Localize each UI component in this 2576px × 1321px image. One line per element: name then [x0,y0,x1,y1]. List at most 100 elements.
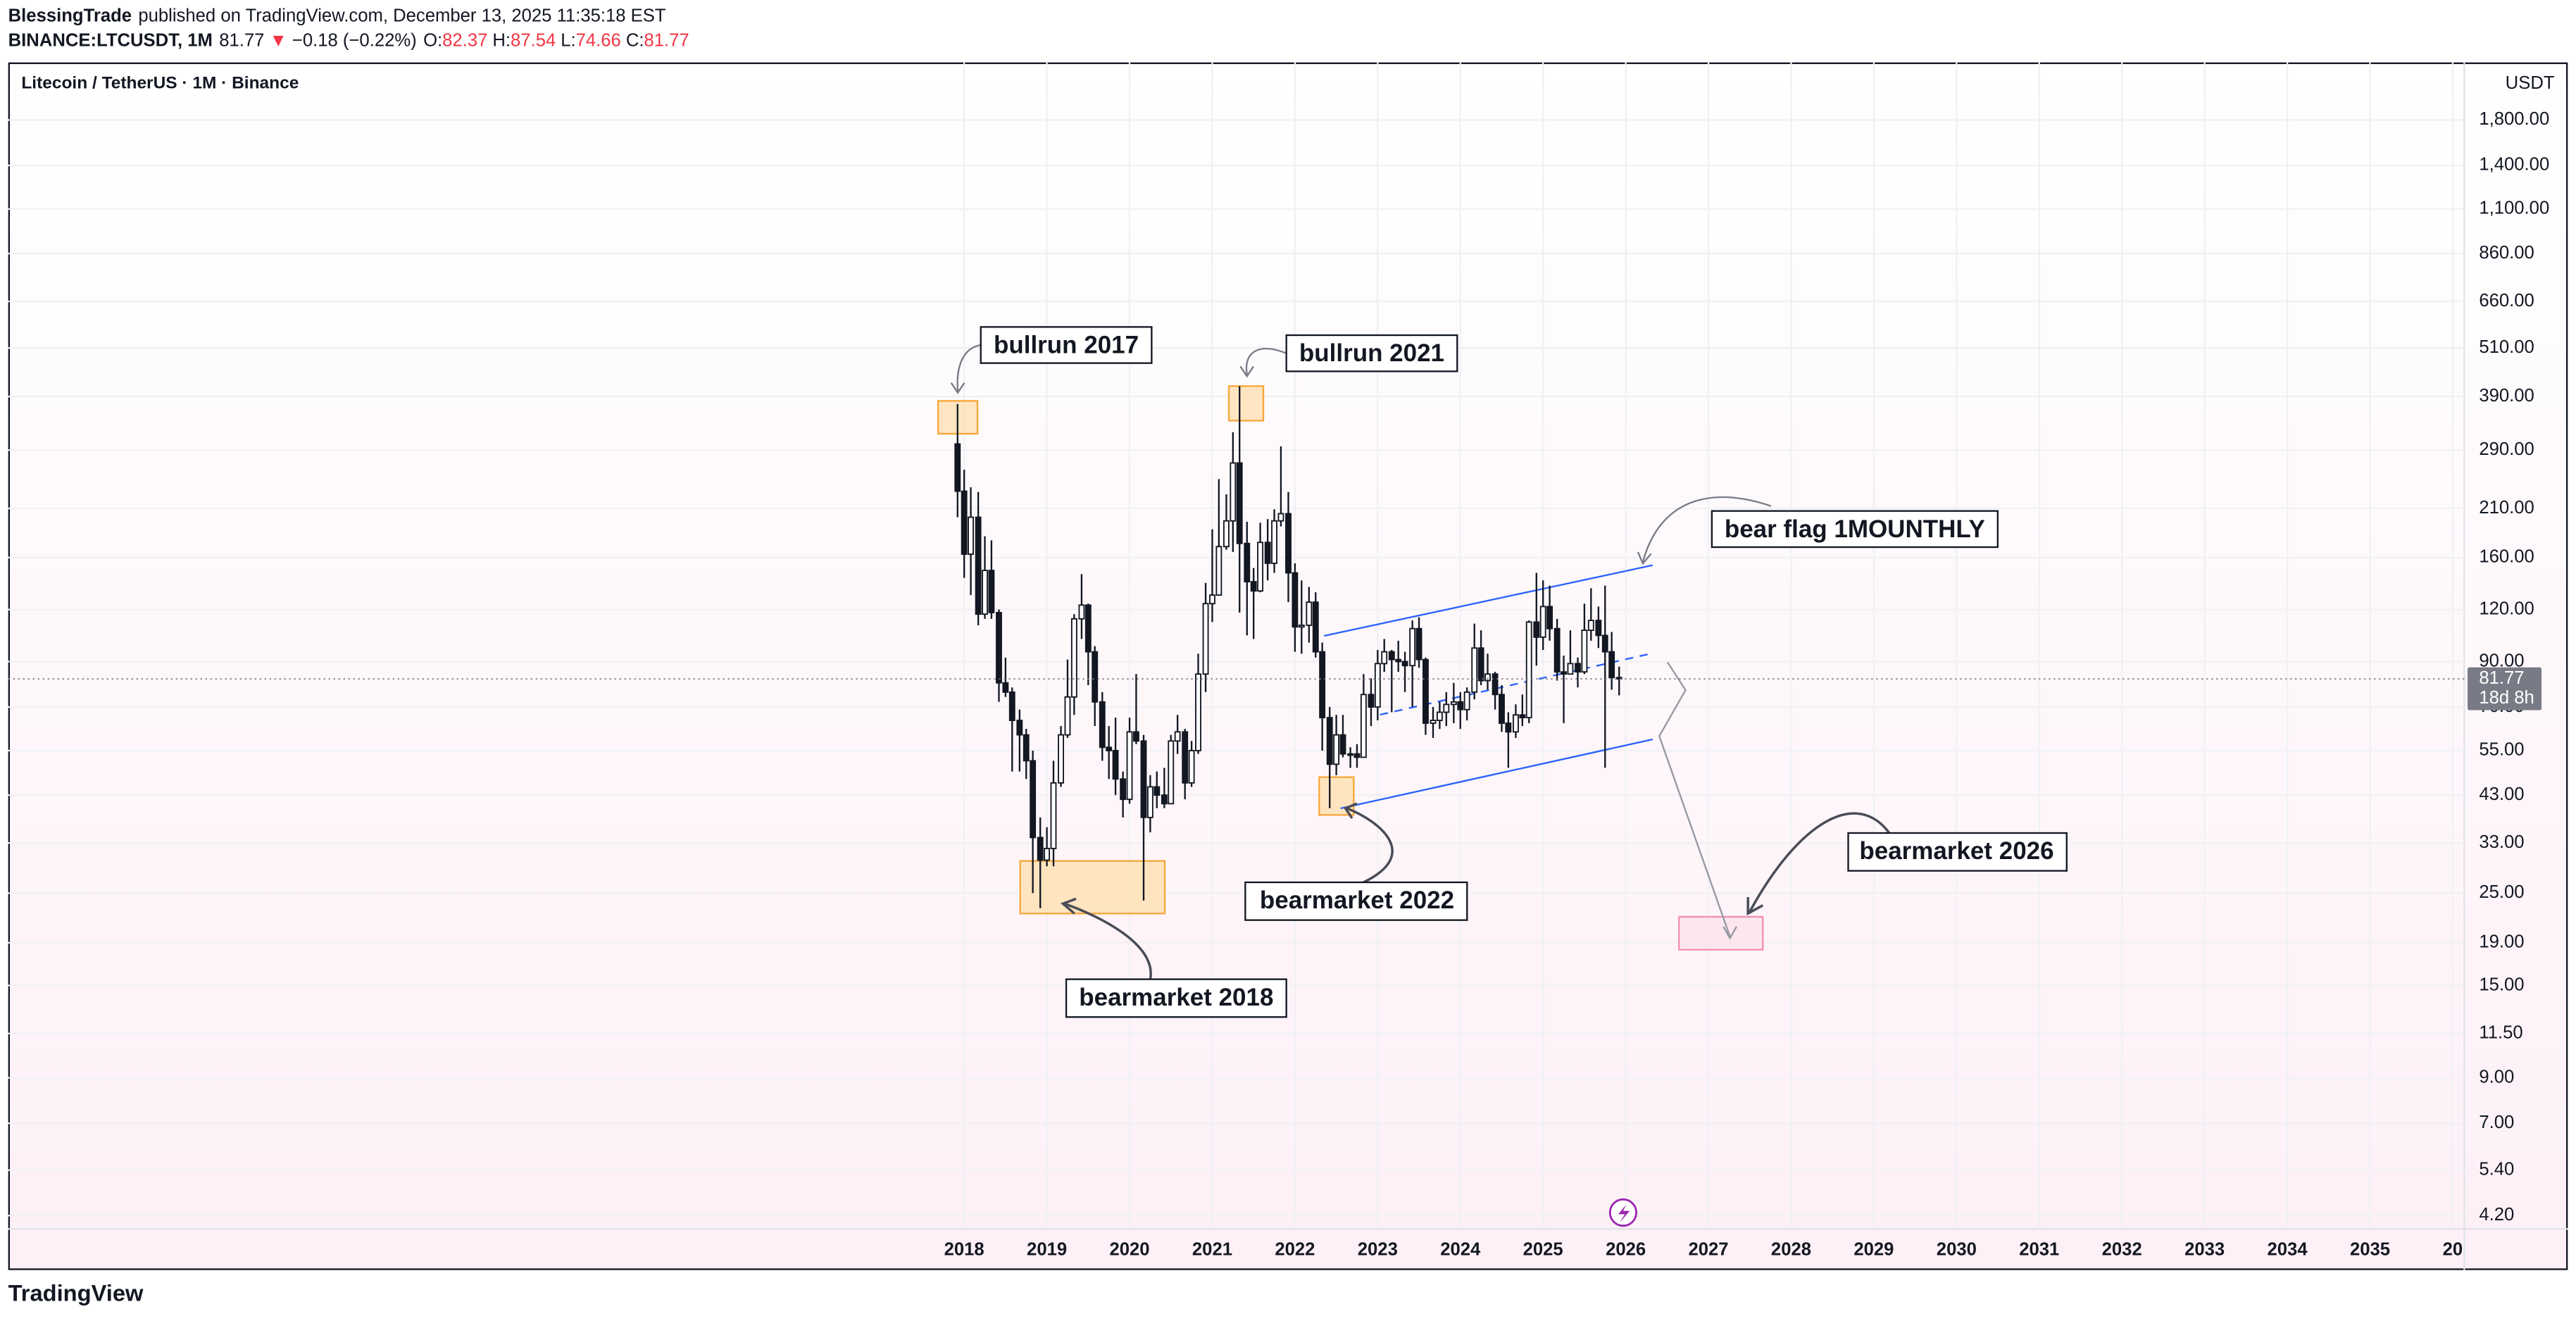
candle-body [1368,694,1375,708]
arrow-head [1344,802,1358,819]
candle-body [975,516,982,615]
candle-body [1044,848,1051,861]
candle-body [1298,625,1305,628]
candle-body [1477,647,1484,682]
x-tick-label: 20 [2443,1239,2463,1259]
arrow [956,344,981,392]
x-tick-label: 2032 [2102,1239,2142,1259]
x-tick-label: 2034 [2268,1239,2308,1259]
candle-body [1236,462,1243,544]
high-value: 87.54 [511,30,556,50]
grid [8,62,2465,1229]
y-tick-label: 160.00 [2479,547,2534,567]
note-box [1847,832,2068,872]
axes: 1,800.00 1,400.00 1,100.00 860.00 660.00 510.… [8,109,2549,1259]
y-tick-label: 120.00 [2479,599,2534,618]
candle-body [1443,703,1450,713]
candle-body [1381,651,1388,665]
candle-body [1058,734,1064,784]
candle-body [1499,694,1505,724]
candle-body [1008,691,1015,721]
candle-body [1525,621,1532,719]
candle-body [1092,651,1099,703]
last-price-tag [2468,667,2542,710]
close-value: 81.77 [644,30,689,50]
y-tick-label: 43.00 [2479,784,2524,804]
ohlc-label: L: [561,30,575,50]
candle-body [1312,601,1319,653]
y-tick-label: 1,100.00 [2479,199,2549,218]
price-axis-unit: USDT [2506,73,2555,93]
arrow [1245,348,1287,375]
arrow-head [1722,926,1737,940]
countdown-label: 18d 8h [2479,688,2534,708]
y-tick-label: 860.00 [2479,243,2534,263]
direction: ▼ [269,30,287,50]
footer-logo[interactable]: TradingView [8,1279,144,1306]
y-tick-label: 25.00 [2479,882,2524,902]
candle-body [1070,618,1077,698]
candle-body [1174,731,1181,742]
candle-body [1271,520,1277,564]
note-box [980,326,1153,364]
candle-body [1153,786,1161,796]
candle-body [1388,651,1395,660]
publish-line: BlessingTrade published on TradingView.co… [8,6,666,25]
x-tick-label: 2027 [1689,1239,1729,1259]
candle-body [1188,750,1195,784]
x-tick-label: 2033 [2184,1239,2225,1259]
candle-body [1463,691,1470,710]
highlight-box [1019,860,1166,915]
last-price-label: 81.77 [2479,668,2524,688]
y-tick-label: 390.00 [2479,386,2534,406]
y-tick-label: 55.00 [2479,740,2524,760]
ohlc-label: C: [626,30,644,50]
arrow [1642,496,1772,563]
note-box [1711,510,1999,549]
arrow-head [1061,897,1077,915]
published: published on TradingView.com, December 1… [138,6,666,25]
candle-body [1553,627,1561,673]
candle-body [1326,717,1333,765]
x-tick-label: 2031 [2019,1239,2059,1259]
candle-body [1436,711,1443,721]
candle-body [1146,786,1153,818]
arrow-head [1239,365,1254,378]
channel-lower [1340,738,1653,810]
candle-body [1430,720,1437,724]
y-tick-label: 11.50 [2479,1022,2522,1042]
x-tick-label: 2021 [1192,1239,1232,1259]
candle-body [954,443,961,492]
candle-body [1016,720,1023,736]
candle-body [996,612,1002,684]
y-tick-label: 15.00 [2479,975,2524,994]
candle-body [1512,714,1519,733]
candle-body [1064,696,1071,736]
candle-body [1195,673,1201,751]
y-tick-label: 510.00 [2479,337,2534,357]
x-tick-label: 2029 [1853,1239,1894,1259]
candle-body [1215,546,1223,596]
candle-body [1409,627,1416,667]
arrow-head [1637,551,1652,565]
candle-body [1505,722,1512,733]
y-tick-label: 33.00 [2479,832,2524,852]
annotation: bear flag 1MOUNTHLY [1725,515,1985,543]
annotation: bullrun 2017 [994,332,1139,359]
candle-body [1333,734,1340,765]
candle-body [1471,647,1478,693]
arrow [1346,807,1394,884]
candle-body [1112,750,1119,780]
arrow-head [1746,897,1764,916]
note-box [1244,881,1468,921]
open-value: 82.37 [442,30,487,50]
candle-body [1484,673,1491,682]
candle-body [1575,663,1581,673]
candle-body [1395,658,1402,663]
chart-frame [8,62,2568,1270]
x-tick-label: 2023 [1358,1239,1398,1259]
candle-body [1546,606,1553,630]
drawings: bullrun 2017 bullrun 2021 bear flag 1MOU… [937,326,2068,1018]
candle-body [1202,603,1209,675]
